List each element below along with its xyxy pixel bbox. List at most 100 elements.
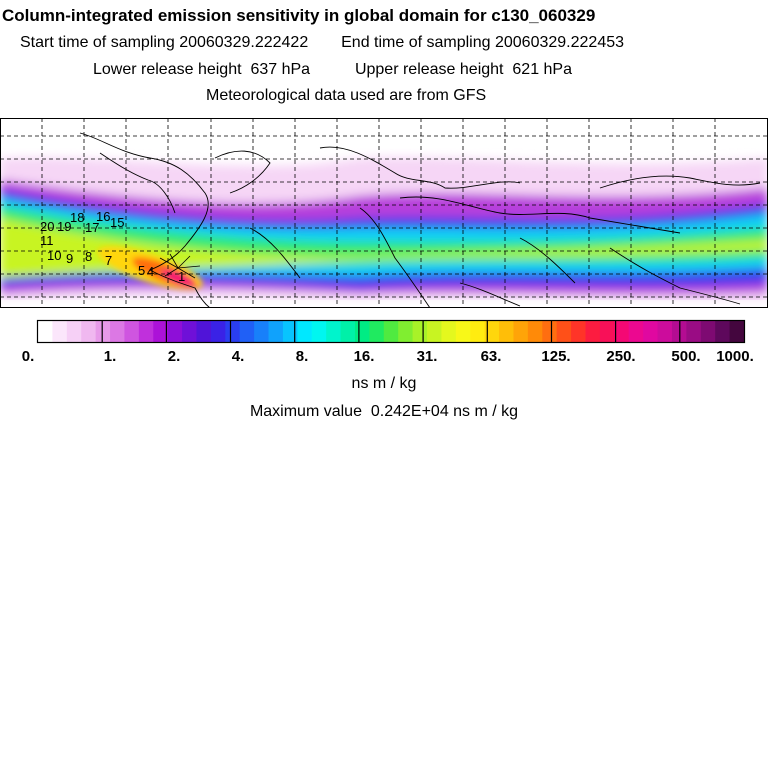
- colorbar: 0. 1. 2. 4. 8. 16. 31. 63. 125. 250. 500…: [22, 319, 754, 365]
- maximum-value-label: Maximum value: [249, 403, 362, 420]
- end-time-value: 20060329.222453: [494, 34, 625, 51]
- colorbar-cell: [110, 321, 125, 343]
- colorbar-cell: [729, 321, 745, 343]
- colorbar-cell: [297, 321, 313, 343]
- track-label-7: 7: [105, 253, 112, 268]
- colorbar-cell: [484, 321, 500, 343]
- release-point: [159, 253, 201, 279]
- lat-lon-grid: [0, 118, 768, 308]
- track-label-19: 19: [57, 219, 71, 234]
- colorbar-cell: [340, 321, 356, 343]
- colorbar-cell: [326, 321, 342, 343]
- colorbar-cell: [38, 321, 53, 343]
- colorbar-tick-labels: 0. 1. 2. 4. 8. 16. 31. 63. 125. 250. 500…: [22, 348, 754, 365]
- colorbar-cell: [239, 321, 255, 343]
- colorbar-cell: [354, 321, 370, 343]
- tick-label-250: 250.: [606, 348, 635, 365]
- track-label-20: 20: [40, 219, 54, 234]
- upper-height-label: Upper release height: [354, 61, 504, 78]
- end-time-label: End time of sampling: [341, 34, 491, 51]
- colorbar-frame: [36, 319, 746, 344]
- colorbar-cell: [643, 321, 659, 343]
- colorbar-cell: [268, 321, 284, 343]
- track-label-1: 1: [178, 269, 185, 284]
- colorbar-cell: [542, 321, 558, 343]
- colorbar-cell: [153, 321, 169, 343]
- colorbar-cell: [182, 321, 197, 343]
- start-time-label: Start time of sampling: [20, 34, 175, 51]
- colorbar-cell: [585, 321, 601, 343]
- colorbar-cell: [81, 321, 97, 343]
- upper-height-value: 621 hPa: [512, 61, 572, 78]
- colorbar-cell: [225, 321, 241, 343]
- colorbar-cell: [369, 321, 385, 343]
- colorbar-cell: [167, 321, 183, 343]
- colorbar-cell: [196, 321, 212, 343]
- sensitivity-field: [0, 157, 768, 303]
- tick-label-0: 0.: [22, 348, 35, 365]
- coastlines: [79, 132, 761, 308]
- track-label-9: 9: [66, 251, 73, 266]
- colorbar-cell: [700, 321, 716, 343]
- colorbar-cell: [513, 321, 529, 343]
- track-label-10: 10: [47, 248, 61, 263]
- colorbar-cell: [311, 321, 327, 343]
- track-label-17: 17: [85, 220, 99, 235]
- trajectory-labels: 20 19 18 17 16 15 11 10 9 8 7 5 4 1: [40, 209, 185, 284]
- colorbar-cell: [455, 321, 471, 343]
- track-label-18: 18: [70, 210, 84, 225]
- track-label-8: 8: [85, 249, 92, 264]
- tick-label-31: 31.: [417, 348, 438, 365]
- colorbar-cell: [614, 321, 630, 343]
- track-label-16: 16: [96, 209, 110, 224]
- colorbar-cell: [398, 321, 414, 343]
- colorbar-cell: [470, 321, 486, 343]
- colorbar-cell: [412, 321, 428, 343]
- maximum-value-number: 0.242E+04 ns m / kg: [370, 403, 519, 420]
- colorbar-cell: [715, 321, 731, 343]
- colorbar-cell: [441, 321, 457, 343]
- tick-label-2: 2.: [168, 348, 181, 365]
- colorbar-cell: [66, 321, 82, 343]
- track-label-4: 4: [147, 264, 154, 279]
- tick-label-8: 8.: [296, 348, 309, 365]
- sampling-times: Start time of sampling 20060329.222422 E…: [20, 34, 768, 52]
- lower-height-value: 637 hPa: [250, 61, 311, 78]
- start-time-value: 20060329.222422: [179, 34, 309, 51]
- tick-label-63: 63.: [481, 348, 502, 365]
- track-label-11: 11: [40, 233, 54, 248]
- colorbar-cell: [628, 321, 644, 343]
- colorbar-cell: [210, 321, 226, 343]
- colorbar-cell: [138, 321, 154, 343]
- tick-label-500: 500.: [671, 348, 700, 365]
- colorbar-cell: [254, 321, 270, 343]
- colorbar-cell: [657, 321, 673, 343]
- colorbar-cells: [38, 321, 745, 343]
- colorbar-cell: [95, 321, 111, 343]
- tick-label-1: 1.: [104, 348, 117, 365]
- lower-height-label: Lower release height: [93, 61, 242, 78]
- emission-sensitivity-map: 20 19 18 17 16 15 11 10 9 8 7 5 4 1: [0, 118, 768, 308]
- colorbar-cell: [282, 321, 298, 343]
- colorbar-cell: [124, 321, 140, 343]
- tick-label-125: 125.: [541, 348, 570, 365]
- colorbar-cell: [686, 321, 702, 343]
- colorbar-ticks: [101, 321, 681, 343]
- colorbar-cell: [427, 321, 442, 343]
- colorbar-cell: [556, 321, 572, 343]
- met-data-line: Meteorological data used are from GFS: [206, 87, 487, 104]
- tick-label-4: 4.: [232, 348, 245, 365]
- colorbar-cell: [599, 321, 615, 343]
- colorbar-cell: [571, 321, 587, 343]
- track-label-15: 15: [110, 215, 124, 230]
- colorbar-units: ns m / kg: [351, 375, 417, 392]
- colorbar-cell: [383, 321, 399, 343]
- tick-label-16: 16.: [354, 348, 375, 365]
- tick-label-1000: 1000.: [716, 348, 754, 365]
- colorbar-cell: [527, 321, 543, 343]
- plot-title: Column-integrated emission sensitivity i…: [2, 6, 596, 25]
- release-heights: Lower release height 637 hPa Upper relea…: [93, 61, 768, 79]
- track-label-5: 5: [138, 263, 145, 278]
- colorbar-cell: [52, 321, 68, 343]
- maximum-value: Maximum value 0.242E+04 ns m / kg: [0, 403, 768, 421]
